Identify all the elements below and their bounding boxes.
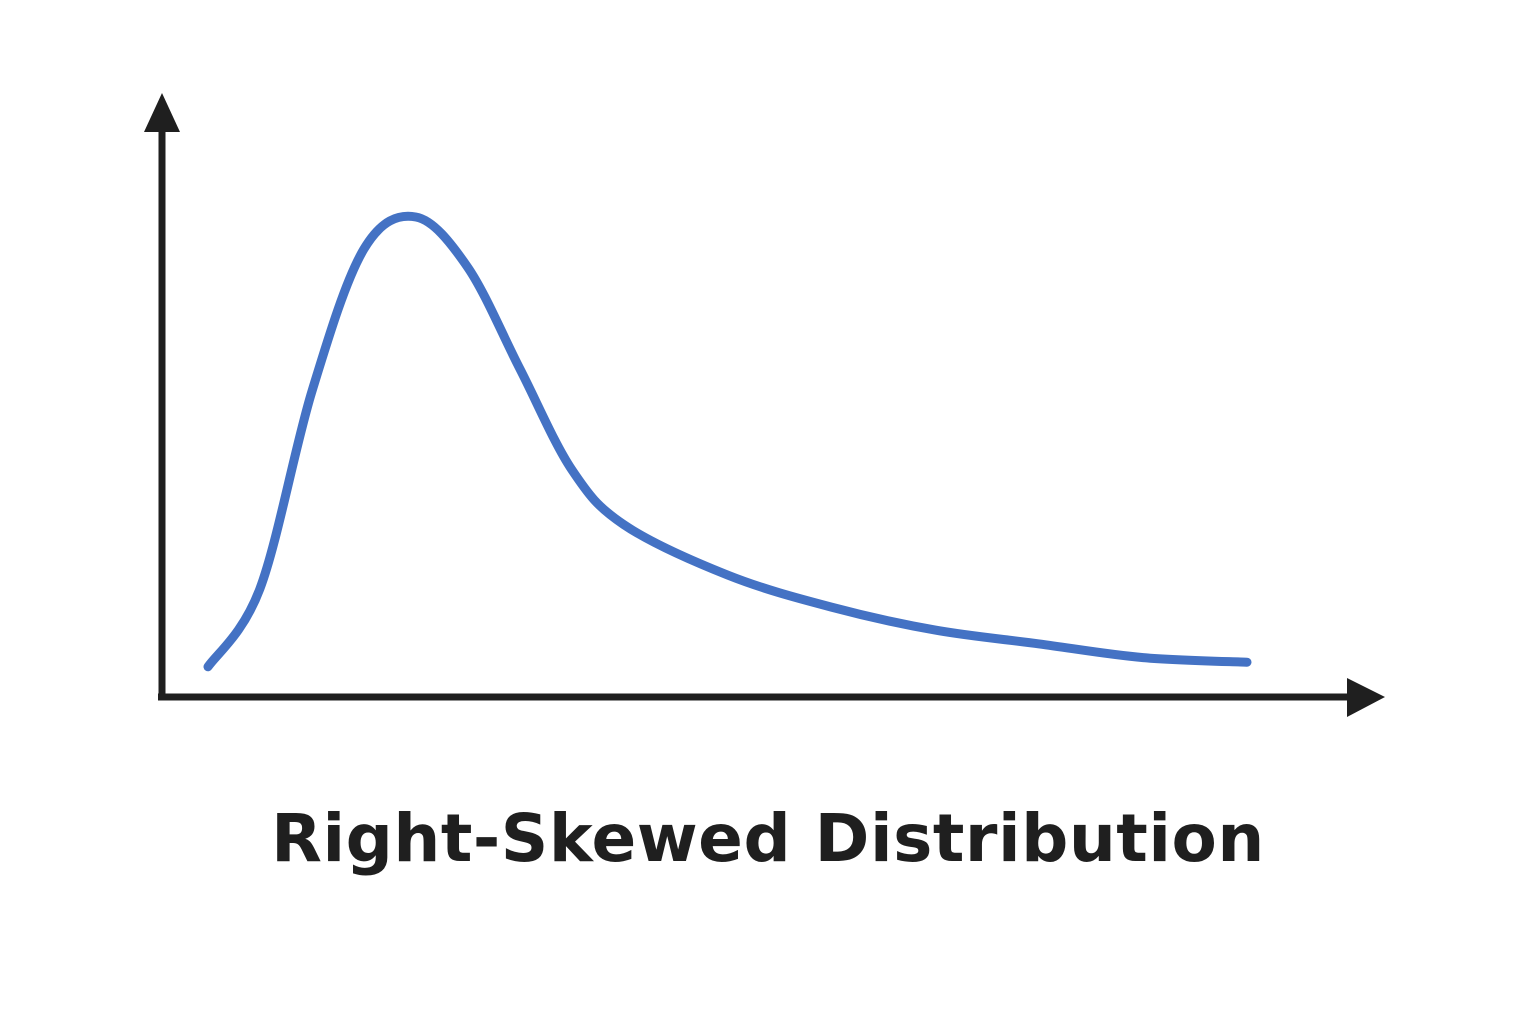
axes xyxy=(144,93,1385,717)
y-axis-arrowhead xyxy=(144,93,180,132)
chart-caption: Right-Skewed Distribution xyxy=(271,800,1265,877)
x-axis-arrowhead xyxy=(1347,678,1385,717)
distribution-curve xyxy=(203,211,1252,672)
